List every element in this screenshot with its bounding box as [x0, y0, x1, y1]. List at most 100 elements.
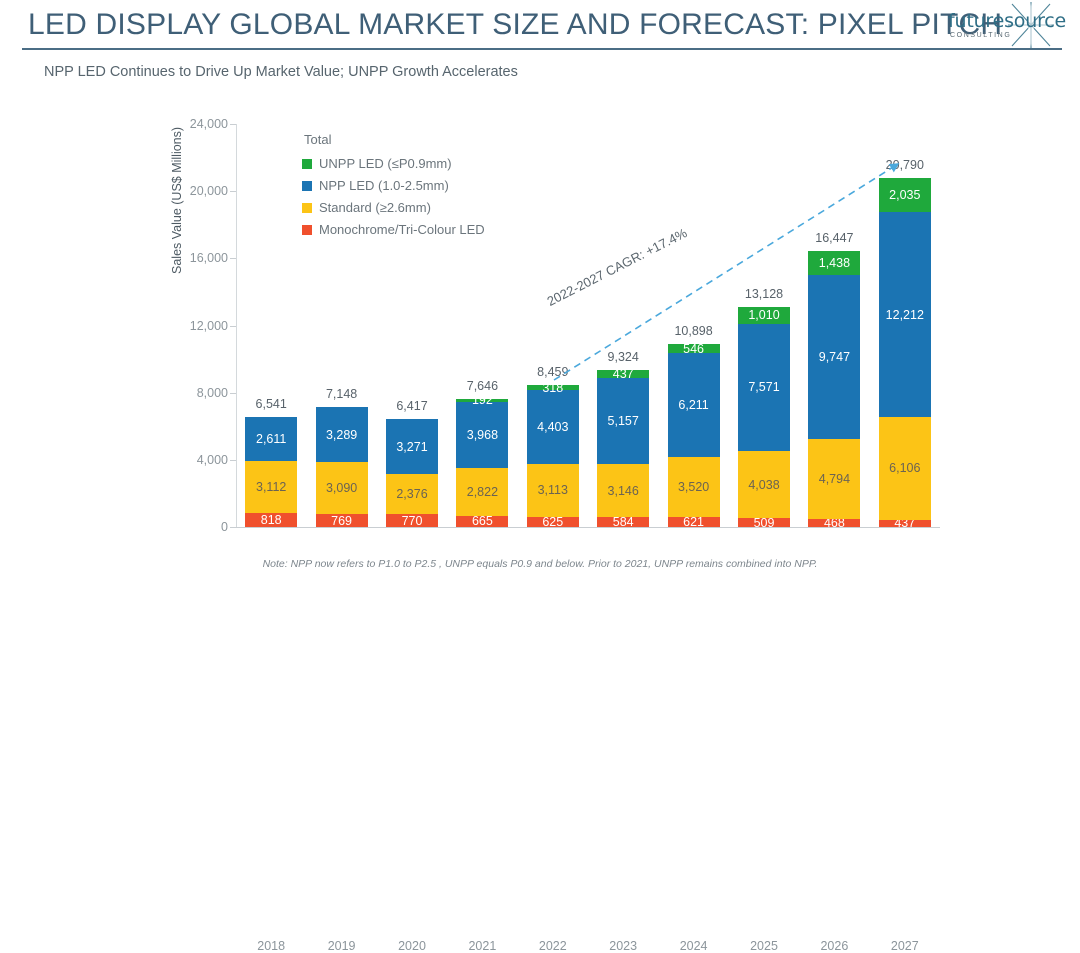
bar-segment-mono[interactable]: 621	[667, 514, 720, 529]
futuresource-logo: futuresource CONSULTING	[948, 2, 1074, 48]
legend-item-unpp[interactable]: UNPP LED (≤P0.9mm)	[302, 156, 485, 171]
logo-tagline: CONSULTING	[950, 32, 1012, 39]
bar-segment-value: 7,571	[748, 380, 780, 395]
chart-container: Sales Value (US$ Millions) 0 4,000 8,000 12…	[0, 100, 1080, 953]
bar-segment-standard[interactable]: 4,038	[738, 450, 790, 519]
bar-segment-value: 665	[471, 514, 493, 529]
bar-segment-value: 4,794	[818, 471, 851, 486]
bar-segment-npp[interactable]: 6,211	[667, 353, 720, 458]
bar-segment-value: 3,271	[396, 439, 428, 454]
bar-total-label: 13,128	[744, 286, 784, 301]
x-axis-line	[236, 527, 940, 528]
bar-segment-value: 4,403	[537, 420, 569, 435]
bar-segment-value: 3,090	[325, 481, 358, 496]
bar-segment-standard[interactable]: 3,112	[245, 461, 298, 514]
bar-segment-unpp[interactable]: 1,438	[808, 250, 861, 275]
bar-segment-value: 818	[260, 513, 282, 528]
bar-segment-value: 1,010	[748, 308, 780, 323]
bar-total-label: 7,148	[325, 386, 358, 401]
bar-segment-unpp[interactable]: 1,010	[738, 306, 790, 324]
bar-total-label: 7,646	[466, 378, 499, 393]
bar-segment-npp[interactable]: 7,571	[738, 323, 790, 451]
legend-title: Total	[304, 132, 332, 147]
legend-label: UNPP LED (≤P0.9mm)	[319, 156, 452, 171]
bar-segment-unpp[interactable]: 192	[456, 393, 509, 407]
y-axis-tick-label: 24,000	[189, 117, 228, 131]
bar-segment-mono[interactable]: 818	[245, 513, 298, 528]
y-axis-title: Sales Value (US$ Millions)	[170, 126, 184, 274]
legend-label: NPP LED (1.0-2.5mm)	[319, 178, 449, 193]
bar-segment-standard[interactable]: 4,794	[808, 438, 861, 520]
bar-segment-mono[interactable]: 665	[456, 514, 509, 529]
bar-segment-npp[interactable]: 3,289	[315, 406, 368, 463]
bar-segment-mono[interactable]: 437	[878, 516, 931, 530]
bar-segment-standard[interactable]: 2,822	[456, 468, 509, 516]
legend-item-standard[interactable]: Standard (≥2.6mm)	[302, 200, 485, 215]
legend-swatch-icon	[302, 224, 312, 235]
bar-segment-value: 546	[683, 341, 705, 356]
legend-swatch-icon	[302, 158, 312, 169]
bar-segment-value: 3,113	[537, 483, 568, 498]
bar-segment-npp[interactable]: 12,212	[878, 212, 931, 418]
x-axis-tick-label: 2019	[327, 939, 356, 953]
bar-segment-standard[interactable]: 3,146	[597, 464, 650, 518]
bar-segment-unpp[interactable]: 546	[667, 341, 720, 356]
x-axis-tick-label: 2022	[538, 939, 567, 953]
bar-segment-npp[interactable]: 3,271	[386, 419, 438, 475]
bar-segment-value: 1,438	[818, 255, 851, 270]
x-axis-tick-label: 2026	[820, 939, 849, 953]
bar-segment-value: 2,611	[256, 432, 287, 447]
bar-segment-unpp[interactable]: 318	[526, 381, 579, 395]
bar-segment-standard[interactable]: 3,113	[526, 464, 579, 517]
y-axis-tick-label: 8,000	[196, 385, 228, 400]
bar-segment-value: 6,211	[678, 398, 709, 413]
bar-segment-npp[interactable]: 5,157	[597, 377, 650, 465]
footnote: Note: NPP now refers to P1.0 to P2.5 , U…	[262, 558, 818, 570]
y-axis-tick-label: 12,000	[189, 318, 228, 333]
bar-total-label: 10,898	[674, 324, 713, 339]
bar-segment-value: 3,520	[677, 480, 710, 495]
bar-segment-npp[interactable]: 9,747	[808, 275, 861, 439]
bar-segment-value: 621	[683, 514, 705, 529]
bar-segment-unpp[interactable]: 437	[597, 367, 650, 381]
bar-segment-value: 4,038	[748, 477, 780, 492]
bar-segment-npp[interactable]: 3,968	[456, 401, 509, 469]
bar-segment-mono[interactable]: 769	[315, 513, 368, 528]
starburst-icon	[1008, 2, 1054, 48]
x-axis-tick-label: 2018	[257, 939, 286, 953]
bar-segment-mono[interactable]: 625	[526, 514, 579, 529]
chart-legend: Total UNPP LED (≤P0.9mm) NPP LED (1.0-2.5…	[302, 132, 485, 244]
y-axis-tick-label: 16,000	[189, 251, 228, 266]
y-axis-tick-label: 20,000	[189, 184, 228, 199]
bar-segment-mono[interactable]: 584	[597, 515, 650, 529]
bar-segment-npp[interactable]: 4,403	[526, 390, 579, 465]
bar-segment-value: 437	[894, 516, 916, 531]
legend-items: UNPP LED (≤P0.9mm) NPP LED (1.0-2.5mm) Sta…	[302, 156, 485, 237]
bar-segment-standard[interactable]: 3,520	[667, 457, 720, 517]
bar-segment-standard[interactable]: 3,090	[315, 462, 368, 515]
bar-segment-mono[interactable]: 468	[808, 516, 861, 530]
bar-segment-value: 769	[331, 513, 353, 528]
bar-segment-value: 5,157	[607, 414, 639, 429]
x-axis-tick-label: 2024	[679, 939, 708, 953]
bar-total-label: 20,790	[885, 157, 924, 172]
bar-segment-value: 625	[542, 514, 564, 529]
cagr-annotation-label: 2022-2027 CAGR: +17.4%	[544, 225, 690, 309]
bar-segment-value: 2,035	[889, 188, 921, 202]
bar-segment-standard[interactable]: 6,106	[878, 417, 931, 520]
legend-swatch-icon	[302, 202, 312, 213]
bar-segment-value: 192	[471, 393, 493, 408]
bar-segment-unpp[interactable]: 2,035	[878, 177, 931, 213]
legend-item-mono[interactable]: Monochrome/Tri-Colour LED	[302, 222, 485, 237]
bar-segment-mono[interactable]: 770	[386, 514, 438, 528]
bar-segment-value: 3,968	[466, 428, 499, 443]
y-axis-tick-label: 4,000	[196, 452, 228, 467]
bar-segment-mono[interactable]: 509	[738, 516, 790, 530]
legend-item-npp[interactable]: NPP LED (1.0-2.5mm)	[302, 178, 485, 193]
y-axis-tick-mark	[230, 325, 236, 327]
bar-segment-standard[interactable]: 2,376	[386, 474, 438, 515]
bar-segment-value: 3,289	[325, 427, 358, 442]
legend-swatch-icon	[302, 180, 312, 191]
chart-subtitle: NPP LED Continues to Drive Up Market Val…	[44, 64, 518, 80]
bar-segment-npp[interactable]: 2,611	[245, 417, 298, 462]
